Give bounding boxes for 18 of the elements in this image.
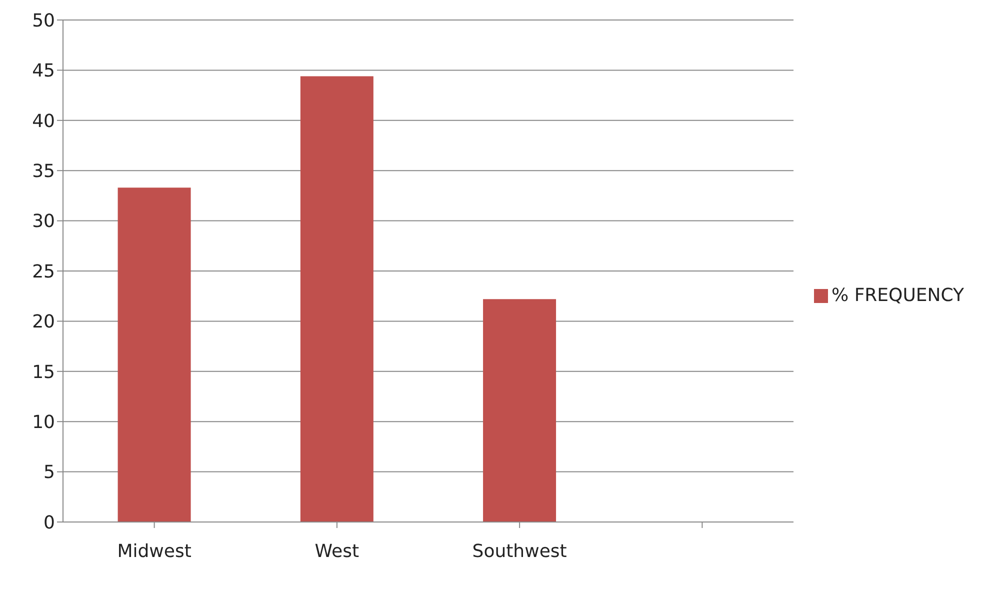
x-tick-label: West: [314, 540, 360, 562]
y-tick-label: 35: [32, 160, 55, 182]
y-tick-label: 15: [32, 362, 55, 383]
y-tick-label: 5: [44, 462, 55, 484]
y-tick-label: 40: [32, 110, 55, 132]
y-tick-label: 25: [32, 261, 55, 282]
x-tick-label: Midwest: [117, 540, 192, 562]
y-tick-label: 30: [32, 211, 55, 232]
y-tick-label: 50: [32, 10, 55, 32]
legend-label: % FREQUENCY: [832, 284, 964, 306]
y-tick-label: 0: [44, 512, 55, 534]
y-tick-label: 20: [32, 312, 55, 333]
bar: [300, 76, 374, 522]
x-tick-label: Southwest: [472, 540, 567, 562]
bar: [118, 188, 191, 522]
y-tick-label: 45: [32, 60, 55, 82]
bar: [483, 299, 556, 522]
y-tick-label: 10: [32, 412, 55, 433]
